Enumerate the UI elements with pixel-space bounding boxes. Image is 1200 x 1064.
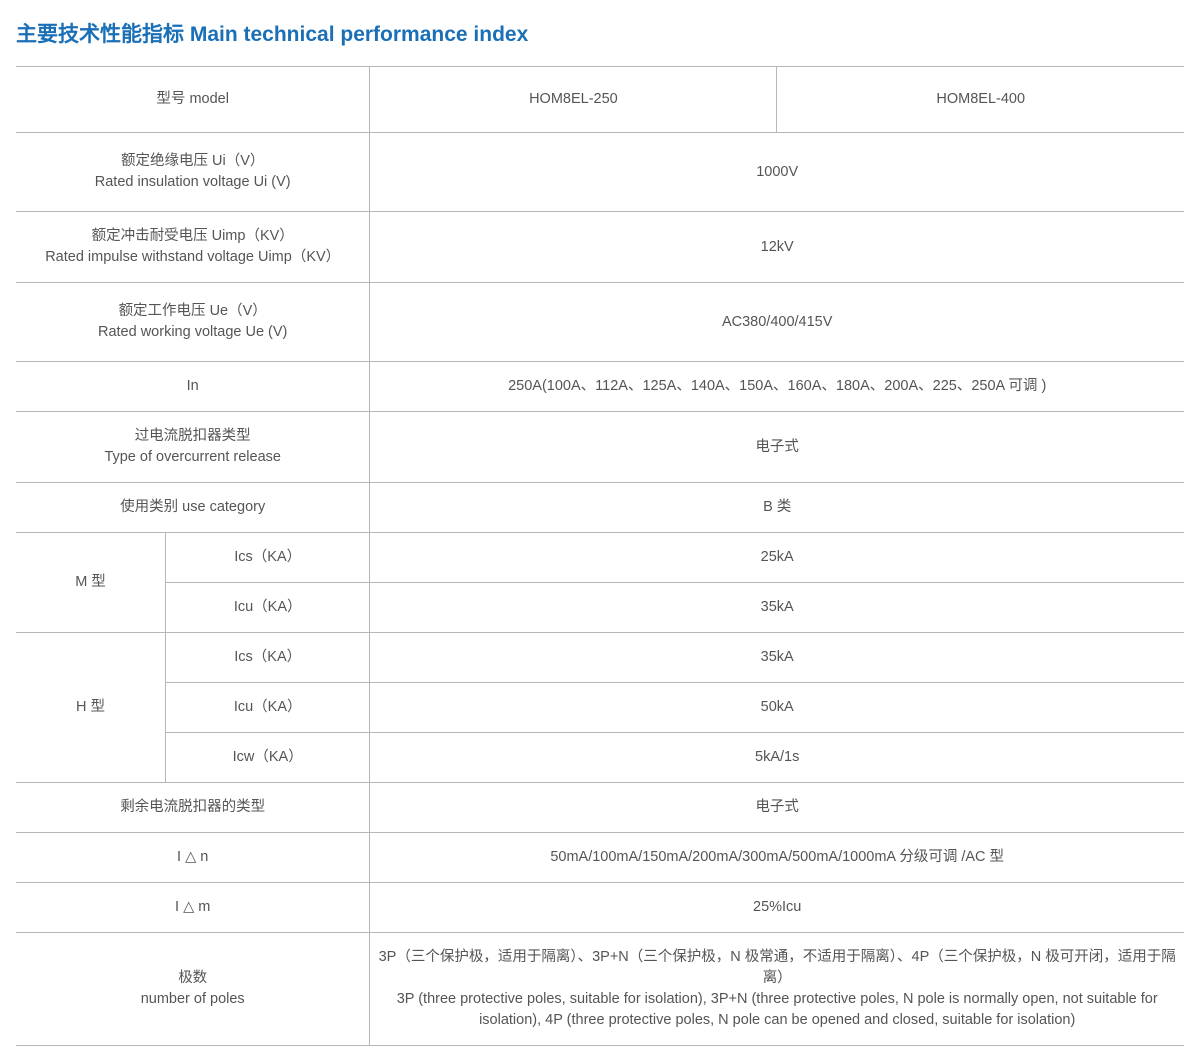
row-h-icu-value: 50kA [370, 683, 1184, 733]
row-h-ics-value: 35kA [370, 633, 1184, 683]
page-title: 主要技术性能指标 Main technical performance inde… [16, 18, 1184, 48]
table-row: H 型 Ics（KA） 35kA [16, 633, 1184, 683]
table-row: I △ m 25%Icu [16, 883, 1184, 933]
table-row: 极数number of poles 3P（三个保护极，适用于隔离）、3P+N（三… [16, 933, 1184, 1046]
row-ue-label: 额定工作电压 Ue（V）Rated working voltage Ue (V) [16, 283, 370, 362]
table-row: M 型 Ics（KA） 25kA [16, 533, 1184, 583]
row-h-icu-label: Icu（KA） [166, 683, 370, 733]
row-m-icu-label: Icu（KA） [166, 583, 370, 633]
row-uimp-value: 12kV [370, 212, 1184, 283]
row-in-value: 250A(100A、112A、125A、140A、150A、160A、180A、… [370, 362, 1184, 412]
row-uimp-label: 额定冲击耐受电压 Uimp（KV）Rated impulse withstand… [16, 212, 370, 283]
row-res-type-value: 电子式 [370, 783, 1184, 833]
row-h-type-label: H 型 [16, 633, 166, 783]
table-row: Icu（KA） 50kA [16, 683, 1184, 733]
row-idn-label: I △ n [16, 833, 370, 883]
row-oc-type-value: 电子式 [370, 412, 1184, 483]
row-poles-value: 3P（三个保护极，适用于隔离）、3P+N（三个保护极，N 极常通，不适用于隔离）… [370, 933, 1184, 1046]
table-row: I △ n 50mA/100mA/150mA/200mA/300mA/500mA… [16, 833, 1184, 883]
row-h-icw-label: Icw（KA） [166, 733, 370, 783]
header-model-a: HOM8EL-250 [370, 67, 777, 133]
table-row: 使用类别 use category B 类 [16, 483, 1184, 533]
table-row: 额定工作电压 Ue（V）Rated working voltage Ue (V)… [16, 283, 1184, 362]
row-ui-value: 1000V [370, 133, 1184, 212]
row-m-ics-value: 25kA [370, 533, 1184, 583]
row-ui-label: 额定绝缘电压 Ui（V）Rated insulation voltage Ui … [16, 133, 370, 212]
row-oc-type-label: 过电流脱扣器类型Type of overcurrent release [16, 412, 370, 483]
row-in-label: In [16, 362, 370, 412]
row-idm-label: I △ m [16, 883, 370, 933]
table-row: 额定冲击耐受电压 Uimp（KV）Rated impulse withstand… [16, 212, 1184, 283]
table-row: 剩余电流脱扣器的类型 电子式 [16, 783, 1184, 833]
row-m-type-label: M 型 [16, 533, 166, 633]
row-m-ics-label: Ics（KA） [166, 533, 370, 583]
row-use-cat-label: 使用类别 use category [16, 483, 370, 533]
row-ue-value: AC380/400/415V [370, 283, 1184, 362]
table-row: In 250A(100A、112A、125A、140A、150A、160A、18… [16, 362, 1184, 412]
row-use-cat-value: B 类 [370, 483, 1184, 533]
table-row: 过电流脱扣器类型Type of overcurrent release 电子式 [16, 412, 1184, 483]
row-m-icu-value: 35kA [370, 583, 1184, 633]
header-model-label: 型号 model [16, 67, 370, 133]
row-poles-label: 极数number of poles [16, 933, 370, 1046]
row-idm-value: 25%Icu [370, 883, 1184, 933]
table-row: 额定绝缘电压 Ui（V）Rated insulation voltage Ui … [16, 133, 1184, 212]
table-row-header: 型号 model HOM8EL-250 HOM8EL-400 [16, 67, 1184, 133]
row-res-type-label: 剩余电流脱扣器的类型 [16, 783, 370, 833]
table-row: Icw（KA） 5kA/1s [16, 733, 1184, 783]
row-h-icw-value: 5kA/1s [370, 733, 1184, 783]
header-model-b: HOM8EL-400 [777, 67, 1184, 133]
row-h-ics-label: Ics（KA） [166, 633, 370, 683]
table-row: Icu（KA） 35kA [16, 583, 1184, 633]
spec-table: 型号 model HOM8EL-250 HOM8EL-400 额定绝缘电压 Ui… [16, 66, 1184, 1046]
row-idn-value: 50mA/100mA/150mA/200mA/300mA/500mA/1000m… [370, 833, 1184, 883]
